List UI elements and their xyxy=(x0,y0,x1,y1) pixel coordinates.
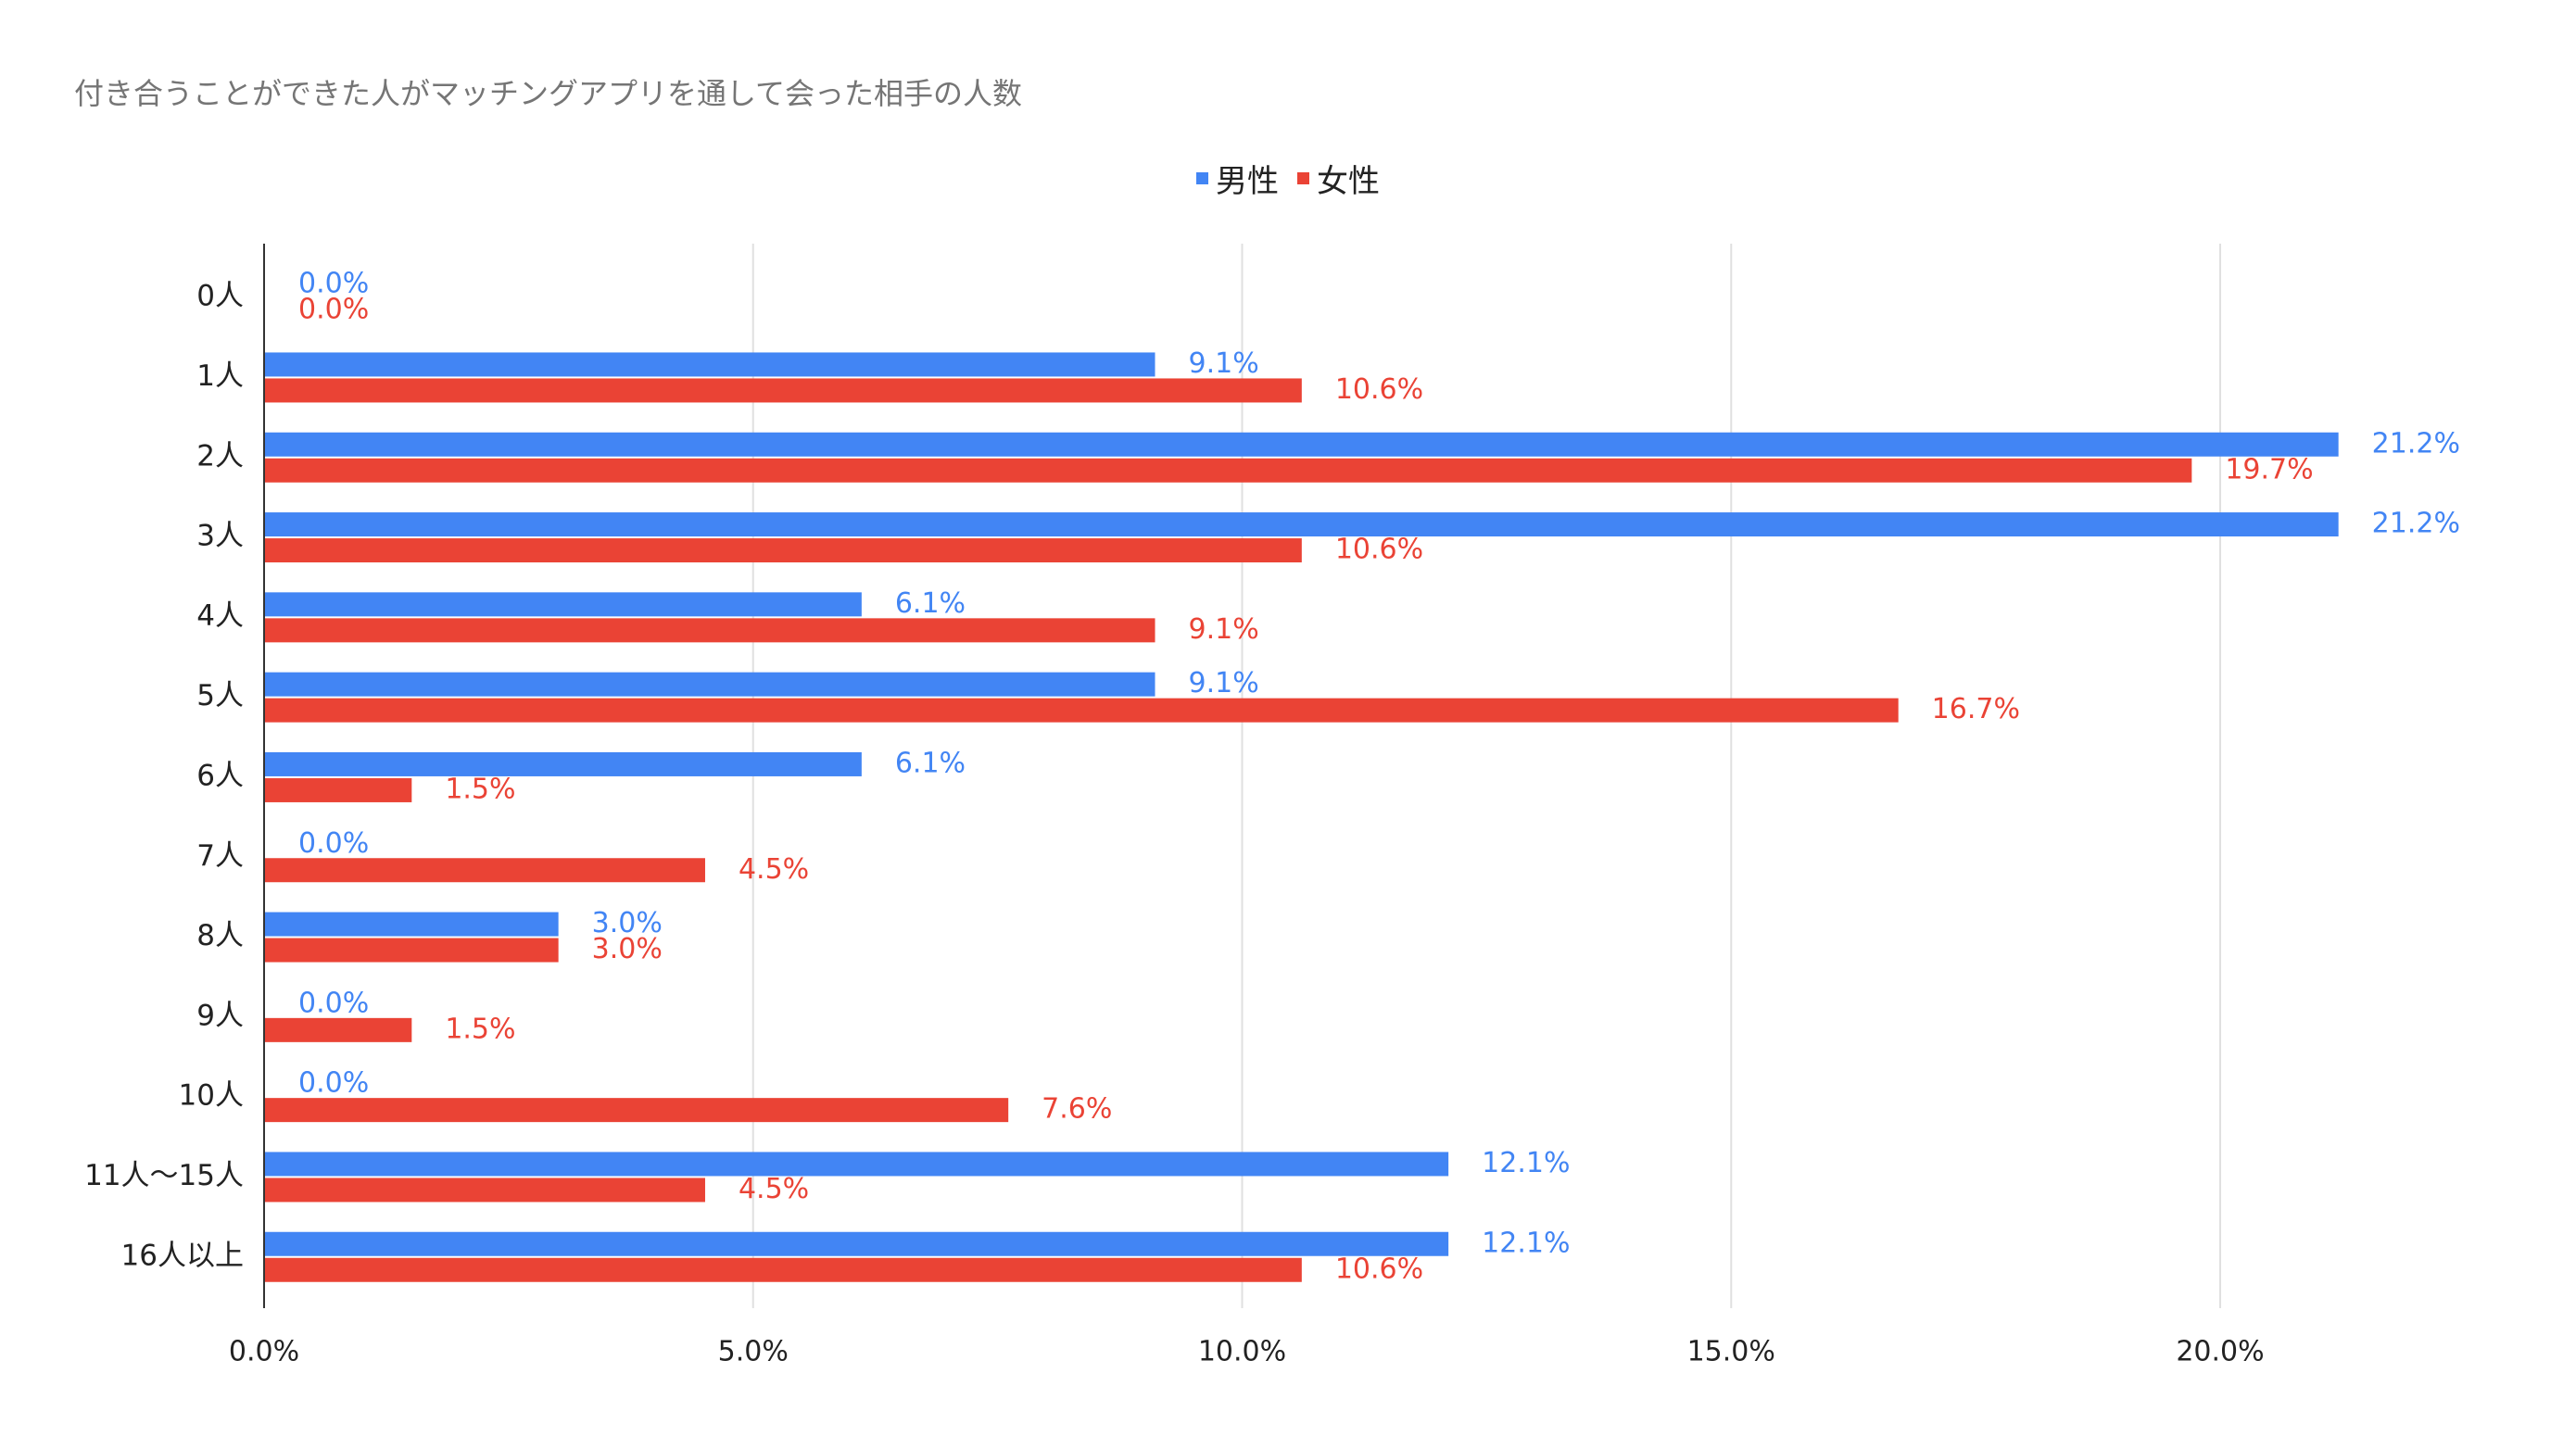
bar-series-2 xyxy=(265,618,1155,643)
data-label-series-2: 9.1% xyxy=(1189,613,1259,646)
bar-series-2 xyxy=(265,777,412,802)
category-label: 9人 xyxy=(196,999,244,1032)
bar-series-2 xyxy=(265,1178,705,1203)
data-label-series-2: 1.5% xyxy=(445,773,515,805)
x-tick-label: 5.0% xyxy=(718,1336,789,1368)
category-label: 10人 xyxy=(179,1079,244,1113)
bar-layer xyxy=(265,352,2339,1282)
category-label: 16人以上 xyxy=(121,1239,244,1272)
bar-series-1 xyxy=(265,592,862,617)
category-label: 0人 xyxy=(196,280,244,313)
bar-series-1 xyxy=(265,912,559,937)
bar-series-1 xyxy=(265,512,2339,537)
data-label-series-1: 6.1% xyxy=(895,587,966,620)
category-label: 7人 xyxy=(196,839,244,873)
chart-title: 付き合うことができた人がマッチングアプリを通して会った相手の人数 xyxy=(74,76,1023,111)
bar-series-2 xyxy=(265,378,1302,403)
bar-series-2 xyxy=(265,1017,412,1042)
data-label-series-1: 0.0% xyxy=(298,268,369,300)
bar-series-1 xyxy=(265,352,1155,377)
label-layer: 0.0% 5.0% 10.0% 15.0% 20.0%0人 0.0%0.0%1人 9.1%1… xyxy=(84,268,2460,1368)
legend-swatch-series-2 xyxy=(1297,172,1309,184)
legend: 男性 女性 xyxy=(0,156,2576,201)
x-tick-label: 10.0% xyxy=(1198,1336,1286,1368)
bar-series-2 xyxy=(265,938,559,963)
category-label: 5人 xyxy=(196,679,244,712)
x-tick-label: 15.0% xyxy=(1687,1336,1775,1368)
legend-item-series-2[interactable]: 女性 xyxy=(1297,156,1380,201)
data-label-series-1: 21.2% xyxy=(2372,427,2460,460)
bar-series-2 xyxy=(265,538,1302,563)
bar-series-1 xyxy=(265,432,2339,457)
bar-series-2 xyxy=(265,698,1899,723)
data-label-series-1: 12.1% xyxy=(1482,1147,1570,1179)
data-label-series-2: 4.5% xyxy=(739,1173,809,1205)
data-label-series-1: 0.0% xyxy=(298,1067,369,1100)
category-label: 4人 xyxy=(196,599,244,633)
data-label-series-1: 9.1% xyxy=(1189,667,1259,699)
data-label-series-2: 0.0% xyxy=(298,294,369,326)
data-label-series-2: 16.7% xyxy=(1932,693,2020,725)
category-label: 8人 xyxy=(196,919,244,952)
legend-label-series-1: 男性 xyxy=(1216,163,1279,200)
category-label: 11人～15人 xyxy=(84,1159,244,1192)
legend-item-series-1[interactable]: 男性 xyxy=(1196,156,1279,201)
category-label: 1人 xyxy=(196,359,244,393)
data-label-series-1: 0.0% xyxy=(298,987,369,1019)
x-tick-label: 0.0% xyxy=(229,1336,299,1368)
bar-series-1 xyxy=(265,1152,1449,1177)
data-label-series-2: 10.6% xyxy=(1335,1253,1423,1285)
bar-series-1 xyxy=(265,751,862,776)
bar-series-2 xyxy=(265,1257,1302,1282)
bar-series-1 xyxy=(265,672,1155,697)
category-label: 3人 xyxy=(196,520,244,553)
data-label-series-1: 3.0% xyxy=(592,907,663,939)
data-label-series-2: 10.6% xyxy=(1335,534,1423,566)
category-label: 6人 xyxy=(196,759,244,792)
legend-label-series-2: 女性 xyxy=(1317,163,1380,200)
data-label-series-2: 4.5% xyxy=(739,853,809,886)
data-label-series-2: 1.5% xyxy=(445,1013,515,1045)
x-tick-label: 20.0% xyxy=(2176,1336,2264,1368)
bar-series-1 xyxy=(265,1231,1449,1256)
category-label: 2人 xyxy=(196,439,244,472)
data-label-series-1: 0.0% xyxy=(298,827,369,860)
data-label-series-1: 21.2% xyxy=(2372,508,2460,540)
data-label-series-2: 7.6% xyxy=(1042,1093,1112,1126)
bar-series-2 xyxy=(265,458,2192,483)
data-label-series-1: 6.1% xyxy=(895,747,966,779)
data-label-series-2: 10.6% xyxy=(1335,373,1423,406)
legend-swatch-series-1 xyxy=(1196,172,1208,184)
bar-series-2 xyxy=(265,858,705,883)
data-label-series-2: 3.0% xyxy=(592,933,663,965)
bar-series-2 xyxy=(265,1098,1009,1123)
data-label-series-1: 12.1% xyxy=(1482,1227,1570,1259)
data-label-series-1: 9.1% xyxy=(1189,347,1259,380)
data-label-series-2: 19.7% xyxy=(2225,453,2313,485)
